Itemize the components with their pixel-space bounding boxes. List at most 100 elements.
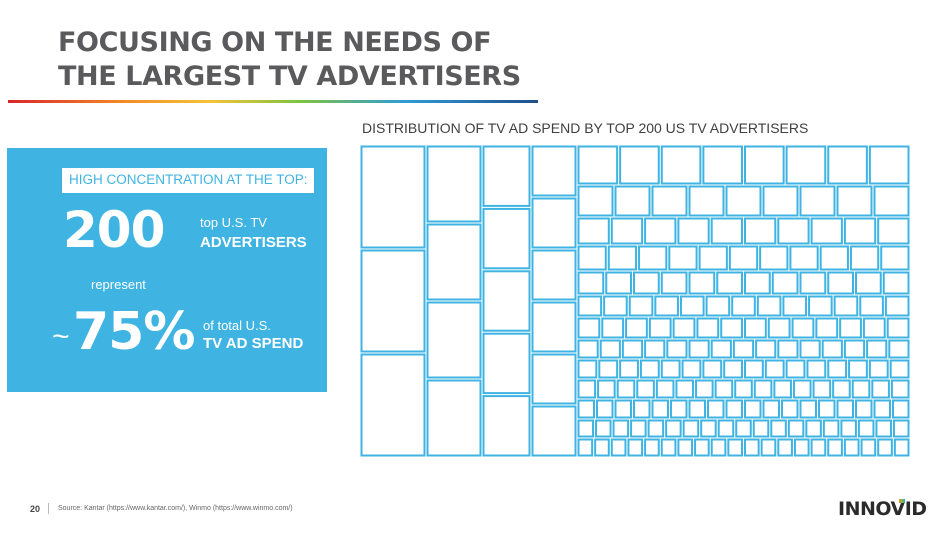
treemap-cell bbox=[482, 395, 531, 457]
treemap-cell bbox=[482, 207, 531, 270]
treemap-cell bbox=[607, 245, 638, 271]
treemap-cell bbox=[762, 399, 780, 419]
treemap-cell bbox=[577, 317, 601, 339]
treemap-cell bbox=[577, 379, 597, 399]
treemap-cell bbox=[426, 145, 482, 223]
treemap-cell bbox=[875, 419, 892, 438]
footer-divider bbox=[48, 503, 49, 514]
treemap-cell bbox=[426, 301, 482, 379]
treemap-cell bbox=[855, 271, 882, 295]
treemap-cell bbox=[577, 359, 598, 379]
treemap-cell bbox=[818, 399, 836, 419]
treemap-cell bbox=[744, 359, 764, 379]
treemap-cell bbox=[744, 399, 762, 419]
treemap-cell bbox=[744, 271, 771, 295]
treemap-cell bbox=[360, 249, 426, 353]
treemap-cell bbox=[688, 185, 725, 217]
treemap-cell bbox=[792, 379, 812, 399]
treemap-cell bbox=[531, 353, 577, 405]
treemap-cell bbox=[880, 245, 910, 271]
treemap-cell bbox=[660, 271, 688, 295]
treemap-cell bbox=[833, 295, 859, 317]
treemap-cell bbox=[644, 217, 677, 245]
treemap-cell bbox=[888, 339, 910, 359]
treemap-cell bbox=[651, 399, 669, 419]
treemap-cell bbox=[789, 245, 819, 271]
treemap-cell bbox=[791, 317, 815, 339]
treemap-cell bbox=[638, 245, 668, 271]
treemap-cell bbox=[734, 379, 753, 399]
treemap-cell bbox=[633, 399, 651, 419]
treemap-cell bbox=[859, 295, 884, 317]
treemap-cell bbox=[720, 317, 744, 339]
treemap-cell bbox=[612, 419, 630, 438]
treemap-cell bbox=[827, 271, 854, 295]
treemap-cell bbox=[890, 379, 910, 399]
treemap-cell bbox=[666, 339, 688, 359]
treemap-cell bbox=[884, 295, 910, 317]
treemap-cell bbox=[677, 217, 710, 245]
treemap-cell bbox=[577, 185, 614, 217]
treemap-cell bbox=[799, 185, 836, 217]
treemap-cell bbox=[744, 438, 760, 457]
treemap-cell bbox=[597, 379, 616, 399]
treemap-cell bbox=[836, 185, 873, 217]
treemap-cell bbox=[805, 419, 822, 438]
treemap-cell bbox=[851, 379, 871, 399]
treemap-cell bbox=[822, 419, 840, 438]
treemap-cell bbox=[677, 438, 694, 457]
treemap-cell bbox=[482, 270, 531, 332]
treemap-cell bbox=[782, 295, 808, 317]
source-note: Source: Kantar (https://www.kantar.com/)… bbox=[58, 505, 293, 512]
treemap-cell bbox=[426, 223, 482, 301]
treemap-cell bbox=[815, 317, 839, 339]
treemap-cell bbox=[598, 359, 619, 379]
treemap-cell bbox=[840, 419, 857, 438]
treemap-cell bbox=[781, 399, 799, 419]
treemap-cell bbox=[614, 399, 632, 419]
treemap-cell bbox=[843, 339, 866, 359]
treemap-cell bbox=[843, 217, 877, 245]
count-caption-line1: top U.S. TV bbox=[200, 215, 267, 230]
treemap-cell bbox=[793, 438, 810, 457]
title-gradient-rule bbox=[8, 100, 538, 103]
page-number: 20 bbox=[30, 504, 41, 514]
treemap-cell bbox=[610, 217, 644, 245]
treemap-cell bbox=[577, 438, 594, 457]
treemap-cell bbox=[596, 399, 614, 419]
treemap-cell bbox=[710, 438, 727, 457]
treemap-cell bbox=[777, 339, 799, 359]
treemap-cell bbox=[616, 379, 636, 399]
treemap-cell bbox=[723, 359, 743, 379]
slide-title: FOCUSING ON THE NEEDS OF THE LARGEST TV … bbox=[58, 26, 521, 94]
treemap-cell bbox=[725, 185, 762, 217]
treemap-cell bbox=[647, 419, 665, 438]
treemap-cell bbox=[531, 301, 577, 353]
treemap-cell bbox=[753, 379, 773, 399]
treemap-cell bbox=[732, 339, 755, 359]
treemap-cell bbox=[531, 405, 577, 457]
treemap-cell bbox=[654, 295, 679, 317]
slide-title-line2: THE LARGEST TV ADVERTISERS bbox=[58, 61, 521, 92]
percent-caption-line2: TV AD SPEND bbox=[203, 335, 304, 352]
treemap-cell bbox=[707, 399, 725, 419]
treemap-cell bbox=[871, 379, 890, 399]
treemap-cell bbox=[725, 399, 743, 419]
treemap-cell bbox=[759, 245, 789, 271]
treemap-cell bbox=[866, 339, 888, 359]
treemap-cell bbox=[682, 419, 700, 438]
treemap-cell bbox=[630, 419, 647, 438]
treemap-cell bbox=[744, 145, 785, 185]
treemap-cell bbox=[482, 145, 531, 207]
treemap-cell bbox=[799, 399, 817, 419]
treemap-cell bbox=[577, 245, 607, 271]
treemap-cell bbox=[787, 419, 805, 438]
treemap-cell bbox=[625, 317, 648, 339]
treemap-cell bbox=[767, 317, 791, 339]
treemap-cell bbox=[636, 379, 655, 399]
treemap-cell bbox=[426, 379, 482, 457]
treemap-cell bbox=[877, 438, 893, 457]
callout-heading: HIGH CONCENTRATION AT THE TOP: bbox=[69, 172, 308, 187]
approx-symbol: ~ bbox=[52, 320, 70, 353]
treemap-cell bbox=[603, 295, 628, 317]
